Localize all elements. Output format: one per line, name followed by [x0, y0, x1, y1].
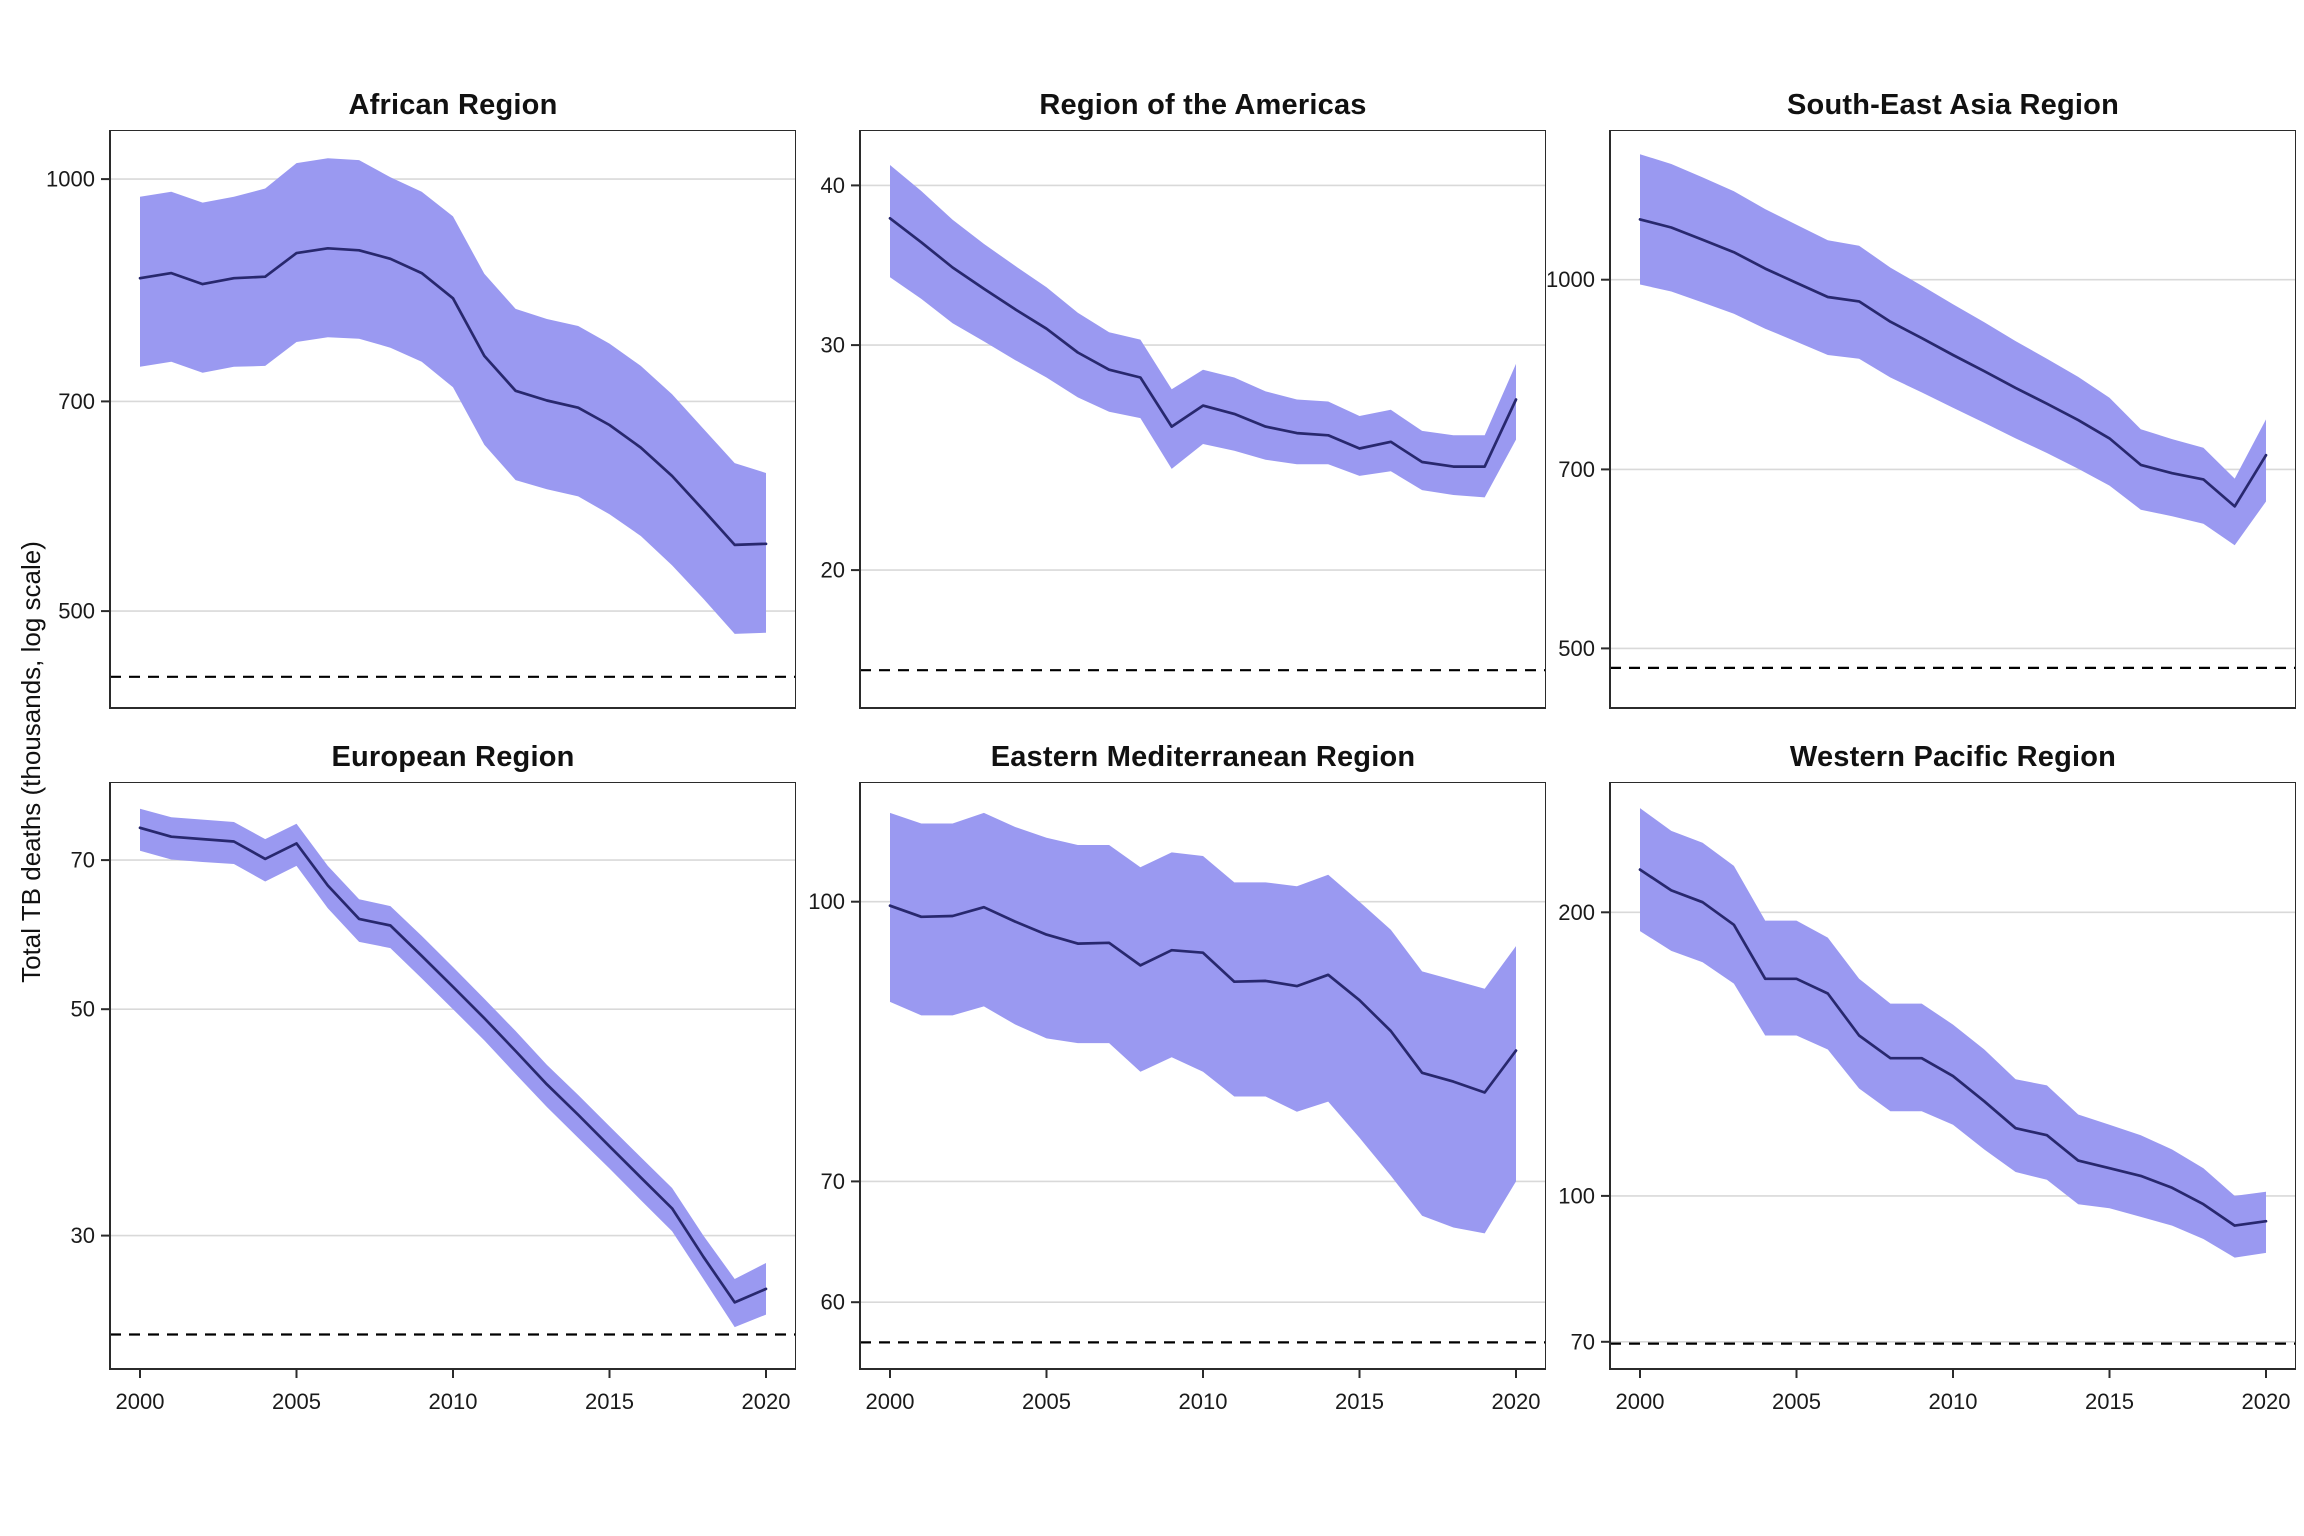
plot-border [859, 130, 1546, 709]
panel-title: South-East Asia Region [1786, 89, 2120, 121]
chart-western-pacific-region: 200 100 70 2000 2005 2010 2015 2020 [1558, 782, 2296, 1414]
chart-south-east-asia-region: 1000 700 500 [1546, 130, 2296, 709]
panel-region-of-the-americas: Region of the Americas 40 30 20 [796, 74, 1546, 712]
x-tick-label: 2015 [2085, 1389, 2134, 1414]
x-tick-label: 2005 [1772, 1389, 1821, 1414]
y-tick-label: 40 [821, 173, 845, 198]
y-tick-label: 50 [71, 997, 95, 1022]
x-tick-label: 2015 [585, 1389, 634, 1414]
estimate-line [888, 216, 1518, 468]
y-axis-title: Total TB deaths (thousands, log scale) [16, 541, 46, 983]
panel-european-region: European Region 70 50 30 2000 2005 2010 2015 20… [46, 726, 796, 1421]
x-tick-label: 2000 [866, 1389, 915, 1414]
estimate-line [138, 246, 768, 547]
panel-western-pacific-region: Western Pacific Region 200 100 70 2000 2005 2… [1546, 726, 2296, 1421]
panel-title: Eastern Mediterranean Region [990, 741, 1416, 773]
y-tick-label: 30 [821, 333, 845, 358]
panel-grid: African Region 1000 700 500 Region of the … [46, 74, 2296, 1421]
chart-eastern-mediterranean-region: 100 70 60 2000 2005 2010 2015 2020 [808, 782, 1546, 1414]
chart-region-of-the-americas: 40 30 20 [821, 130, 1546, 709]
uncertainty-ribbon [140, 158, 766, 634]
y-tick-label: 100 [808, 889, 845, 914]
uncertainty-ribbon [1640, 154, 2266, 546]
estimate-line [1638, 218, 2268, 508]
y-tick-label: 1000 [46, 167, 95, 192]
estimate-line [138, 826, 768, 1304]
x-tick-label: 2005 [272, 1389, 321, 1414]
x-tick-label: 2005 [1022, 1389, 1071, 1414]
y-tick-label: 70 [71, 848, 95, 873]
y-tick-label: 20 [821, 558, 845, 583]
panel-african-region: African Region 1000 700 500 [46, 74, 796, 712]
x-tick-label: 2015 [1335, 1389, 1384, 1414]
x-tick-label: 2020 [742, 1389, 791, 1414]
x-tick-label: 2010 [1929, 1389, 1978, 1414]
y-tick-label: 700 [58, 389, 95, 414]
x-tick-label: 2020 [2242, 1389, 2291, 1414]
plot-border [109, 782, 796, 1370]
chart-european-region: 70 50 30 2000 2005 2010 2015 2020 [71, 782, 796, 1414]
x-tick-label: 2000 [116, 1389, 165, 1414]
uncertainty-ribbon [890, 165, 1516, 498]
panel-eastern-mediterranean-region: Eastern Mediterranean Region 100 70 60 2000… [796, 726, 1546, 1421]
uncertainty-ribbon [140, 808, 766, 1328]
panel-title: Western Pacific Region [1789, 741, 2117, 773]
y-tick-label: 700 [1558, 457, 1595, 482]
uncertainty-ribbon [890, 812, 1516, 1234]
estimate-line [888, 904, 1518, 1094]
uncertainty-ribbon [1640, 808, 2266, 1258]
y-tick-label: 500 [58, 599, 95, 624]
x-tick-label: 2020 [1492, 1389, 1541, 1414]
panel-title: European Region [331, 741, 575, 773]
y-tick-label: 70 [1571, 1329, 1595, 1354]
y-tick-label: 1000 [1546, 267, 1595, 292]
chart-african-region: 1000 700 500 [46, 130, 796, 709]
panel-title: African Region [348, 89, 558, 121]
y-tick-label: 30 [71, 1223, 95, 1248]
x-tick-label: 2000 [1616, 1389, 1665, 1414]
estimate-line [1638, 868, 2268, 1227]
x-tick-label: 2010 [429, 1389, 478, 1414]
y-tick-label: 200 [1558, 900, 1595, 925]
panel-south-east-asia-region: South-East Asia Region 1000 700 500 [1546, 74, 2296, 712]
y-tick-label: 500 [1558, 636, 1595, 661]
plot-border [109, 130, 796, 709]
y-tick-label: 70 [821, 1169, 845, 1194]
y-tick-label: 100 [1558, 1183, 1595, 1208]
y-tick-label: 60 [821, 1290, 845, 1315]
panel-title: Region of the Americas [1039, 89, 1367, 121]
plot-border [1609, 130, 2296, 709]
x-tick-label: 2010 [1179, 1389, 1228, 1414]
